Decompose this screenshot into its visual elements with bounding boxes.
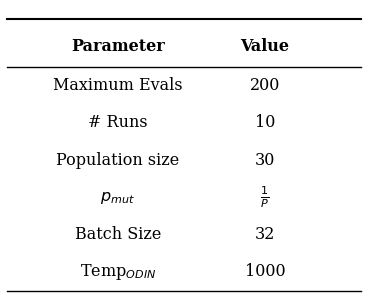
Text: # Runs: # Runs xyxy=(88,114,148,131)
Text: Value: Value xyxy=(240,38,290,55)
Text: Population size: Population size xyxy=(56,152,179,169)
Text: $p_{mut}$: $p_{mut}$ xyxy=(100,189,135,206)
Text: Temp$_{ODIN}$: Temp$_{ODIN}$ xyxy=(79,262,156,282)
Text: 32: 32 xyxy=(255,226,275,243)
Text: 200: 200 xyxy=(250,77,280,94)
Text: Parameter: Parameter xyxy=(71,38,164,55)
Text: 10: 10 xyxy=(255,114,275,131)
Text: 30: 30 xyxy=(255,152,275,169)
Text: $\frac{1}{P}$: $\frac{1}{P}$ xyxy=(261,184,269,210)
Text: Batch Size: Batch Size xyxy=(75,226,161,243)
Text: 1000: 1000 xyxy=(245,263,285,280)
Text: Maximum Evals: Maximum Evals xyxy=(53,77,183,94)
